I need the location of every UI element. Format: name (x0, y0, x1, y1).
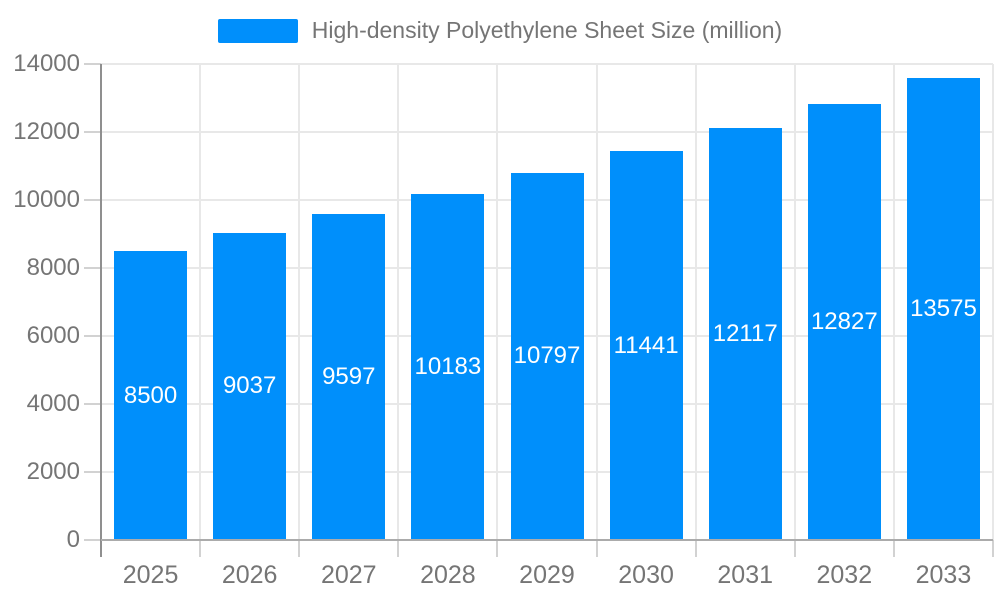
y-axis-tick (84, 403, 101, 405)
x-axis-tick (199, 540, 202, 557)
x-axis-tick (397, 540, 400, 557)
y-axis-tick (84, 131, 101, 133)
x-axis-tick (892, 540, 895, 557)
x-gridline (694, 64, 697, 540)
x-gridline (595, 64, 598, 540)
bar-value-label: 12117 (712, 320, 778, 347)
y-axis-label: 4000 (26, 390, 80, 417)
y-axis-tick (84, 199, 101, 201)
x-axis-label: 2030 (618, 561, 674, 589)
x-axis-tick (298, 540, 301, 557)
legend-label: High-density Polyethylene Sheet Size (mi… (311, 17, 783, 43)
bar-2030[interactable] (609, 151, 683, 540)
y-axis-label: 2000 (26, 458, 80, 485)
bar-2033[interactable] (906, 78, 980, 540)
x-gridline (992, 64, 994, 540)
x-gridline (397, 64, 400, 540)
y-axis-label: 0 (66, 526, 80, 553)
x-axis-label: 2032 (816, 561, 873, 589)
x-axis-tick (496, 540, 499, 557)
y-axis-label: 8000 (26, 254, 80, 281)
bar-value-label: 9037 (222, 372, 277, 400)
x-gridline (793, 64, 796, 540)
x-axis-tick (694, 540, 697, 557)
bar-value-label: 10183 (414, 352, 482, 380)
x-axis-label: 2025 (122, 561, 179, 589)
bar-2027[interactable] (312, 213, 386, 540)
x-axis-tick (992, 540, 994, 557)
chart-legend[interactable]: High-density Polyethylene Sheet Size (mi… (0, 17, 1000, 44)
x-gridline (199, 64, 202, 540)
x-axis-label: 2031 (717, 561, 774, 589)
x-axis-label: 2029 (519, 561, 575, 589)
x-axis-tick (595, 540, 598, 557)
y-axis-label: 14000 (13, 50, 80, 77)
bar-value-label: 13575 (910, 295, 977, 323)
bar-2026[interactable] (213, 232, 287, 540)
x-axis-label: 2026 (221, 561, 278, 589)
y-gridline (101, 131, 993, 133)
x-gridline (496, 64, 499, 540)
x-axis-label: 2028 (420, 561, 476, 589)
y-axis-label: 6000 (26, 322, 80, 349)
y-axis-tick (84, 267, 101, 269)
y-axis-label: 10000 (13, 186, 80, 213)
y-axis-tick (84, 539, 101, 541)
y-axis-tick (84, 63, 101, 65)
y-axis-line (100, 64, 102, 557)
y-axis-label: 12000 (13, 118, 80, 145)
y-axis-tick (84, 471, 101, 473)
x-gridline (892, 64, 895, 540)
bar-value-label: 8500 (123, 381, 178, 409)
x-axis-label: 2033 (915, 561, 972, 589)
bar-2025[interactable] (114, 251, 188, 540)
bar-2028[interactable] (411, 193, 485, 540)
x-axis-tick (793, 540, 796, 557)
x-axis-line (101, 539, 993, 541)
bar-2029[interactable] (510, 172, 584, 540)
x-axis-label: 2027 (320, 561, 377, 589)
x-gridline (298, 64, 301, 540)
bar-value-label: 9597 (322, 362, 376, 390)
legend-swatch (217, 18, 298, 43)
bar-value-label: 12827 (810, 307, 878, 335)
y-gridline (101, 63, 993, 65)
bar-value-label: 11441 (613, 331, 679, 359)
y-axis-tick (84, 335, 101, 337)
bar-value-label: 10797 (513, 342, 581, 370)
bar-2032[interactable] (807, 103, 881, 540)
bar-2031[interactable] (708, 128, 782, 540)
